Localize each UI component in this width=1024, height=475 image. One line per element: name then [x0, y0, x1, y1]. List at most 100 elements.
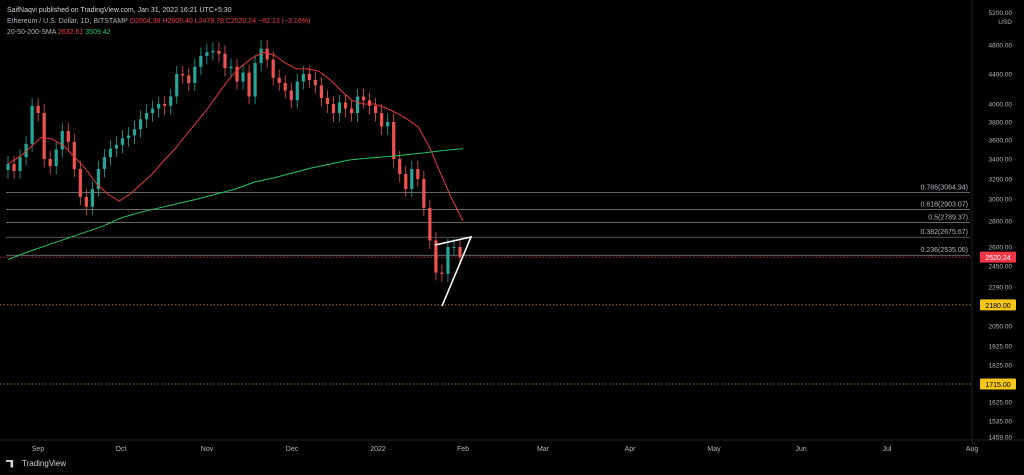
candle-body: [102, 157, 107, 169]
candle-body: [331, 104, 336, 113]
x-tick-label: Apr: [625, 446, 637, 453]
candle-body: [42, 113, 46, 159]
candle-body: [422, 179, 426, 208]
y-tick-label: 1535.00: [989, 419, 1013, 426]
x-tick-label: Jun: [795, 446, 806, 453]
y-tick-label: 4800.00: [989, 43, 1013, 50]
candle-body: [151, 108, 155, 113]
candle-body: [138, 119, 143, 130]
y-tick-label: 5200.00: [989, 10, 1013, 17]
support-level-tag: [980, 378, 1016, 390]
y-tick-label: 2050.00: [989, 324, 1013, 331]
publisher-line: SaifNaqvi published on TradingView.com, …: [7, 7, 232, 14]
candle-body: [108, 148, 113, 158]
candle-body: [66, 131, 70, 142]
candle-body: [12, 164, 16, 171]
x-tick-label: Dec: [286, 446, 299, 453]
candle-body: [428, 207, 432, 241]
candle-body: [241, 72, 245, 82]
time-axis[interactable]: Sep Oct Nov Dec 2022 Feb Mar Apr May Jun Jul Aug: [32, 446, 979, 453]
candle-body: [289, 90, 293, 101]
candle-body: [18, 157, 22, 171]
candle-body: [416, 169, 420, 179]
x-tick-label: Feb: [457, 446, 469, 453]
candle-body: [410, 169, 414, 189]
chart-grid: [0, 0, 1024, 452]
candle-body: [235, 66, 239, 82]
y-tick-label: 2450.00: [989, 264, 1013, 271]
candle-body: [223, 53, 227, 69]
candle-body: [265, 48, 269, 60]
candle-body: [205, 52, 209, 56]
candle-body: [349, 108, 354, 113]
candle-body: [319, 85, 323, 98]
footer-brand: TradingView: [22, 459, 67, 468]
support-levels: [0, 256, 972, 385]
last-price-value: 2520.24: [985, 255, 1010, 262]
sma-label: 20-50-200-SMA: [7, 29, 57, 36]
candle-body: [458, 247, 462, 258]
candle-body: [145, 113, 149, 120]
wedge-pattern: [434, 235, 473, 307]
candle-body: [386, 122, 390, 127]
last-price-tag: [980, 251, 1016, 263]
sma-200-value: 3509.42: [85, 29, 111, 36]
fib-label-0.236: 0.236(2535.00): [921, 247, 968, 254]
candle-body: [247, 72, 251, 97]
wedge-pattern-lines[interactable]: [434, 235, 473, 307]
x-tick-label: May: [707, 446, 721, 453]
indicator-line[interactable]: 20-50-200-SMA 2632.61 3509.42: [7, 28, 111, 37]
candle-body: [6, 164, 10, 170]
candle-body: [337, 102, 342, 113]
candle-body: [398, 159, 402, 174]
symbol-name[interactable]: Ethereum / U.S. Dollar, 1D, BITSTAMP: [7, 18, 128, 25]
candle-body: [175, 74, 179, 97]
candle-body: [343, 102, 348, 109]
candle-body: [187, 75, 191, 83]
candle-body: [60, 131, 64, 150]
y-tick-label: 3800.00: [989, 120, 1013, 127]
candle-body: [36, 105, 40, 113]
support-level-value: 2180.00: [985, 303, 1010, 310]
y-tick-label: 3600.00: [989, 138, 1013, 145]
moving-averages: [7, 51, 464, 261]
sma-20-line: [7, 51, 464, 222]
tradingview-logo-icon: [6, 459, 14, 468]
candle-body: [211, 50, 215, 53]
y-tick-label: 4400.00: [989, 72, 1013, 79]
y-tick-label: 1925.00: [989, 344, 1013, 351]
candle-body: [120, 138, 125, 145]
fib-label-0.786: 0.786(3064.94): [921, 185, 968, 192]
candle-body: [253, 63, 257, 97]
y-tick-label: 2800.00: [989, 219, 1013, 226]
candle-body: [193, 66, 197, 83]
fib-label-0.5: 0.5(2789.37): [928, 214, 968, 221]
candle-body: [325, 98, 330, 104]
candle-body: [229, 66, 233, 69]
tradingview-watermark[interactable]: TradingView: [6, 459, 66, 468]
candle-body: [404, 174, 408, 189]
x-tick-label: Oct: [116, 446, 127, 453]
currency-label: USD: [998, 19, 1012, 26]
candle-body: [30, 105, 34, 144]
candle-body: [54, 149, 58, 166]
candle-body: [199, 55, 203, 67]
candle-body: [259, 48, 263, 64]
price-axis[interactable]: USD 5200.00 4800.00 4400.00 4000.00 3800.00 36…: [980, 10, 1016, 442]
y-tick-label: 1825.00: [989, 363, 1013, 370]
candle-body: [163, 104, 167, 106]
x-tick-label: Aug: [966, 446, 979, 453]
x-tick-label: Jul: [883, 446, 892, 453]
candle-body: [452, 247, 456, 248]
candle-body: [24, 143, 28, 158]
candle-body: [368, 100, 372, 106]
symbol-line: Ethereum / U.S. Dollar, 1D, BITSTAMP O26…: [7, 17, 310, 26]
candle-body: [301, 74, 305, 82]
candlesticks: [6, 40, 462, 282]
candle-body: [355, 96, 360, 113]
candle-body: [132, 129, 137, 136]
candle-body: [84, 197, 88, 207]
candle-body: [380, 113, 384, 127]
candle-body: [114, 144, 119, 149]
